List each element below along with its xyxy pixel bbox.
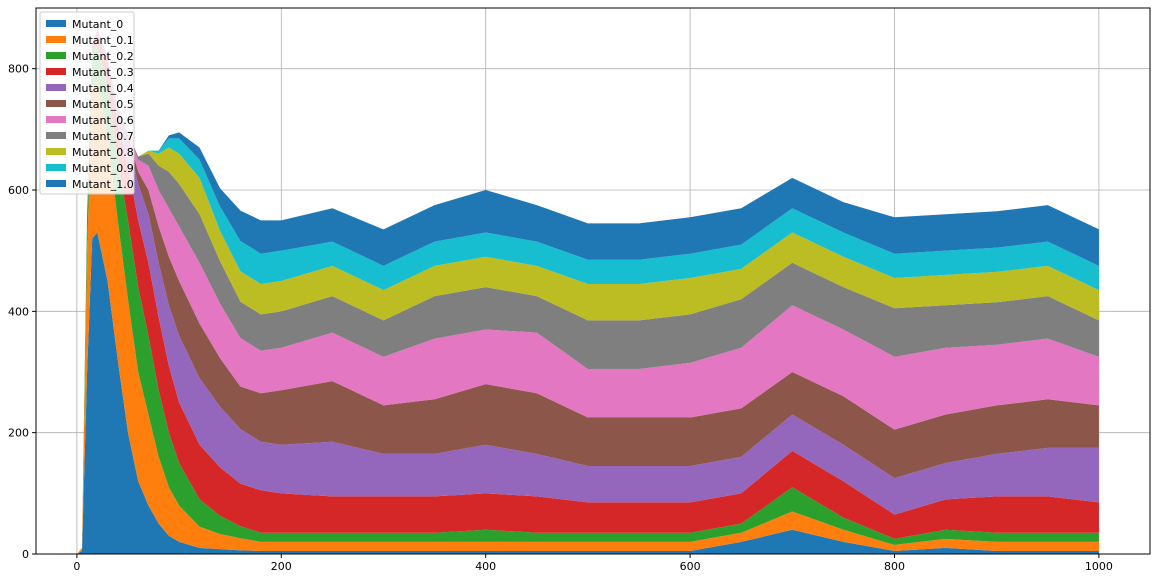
y-tick-label: 800 [8,63,29,76]
legend-swatch [46,84,66,91]
y-tick-label: 200 [8,427,29,440]
legend-label: Mutant_0.8 [72,146,134,159]
area-series [76,29,1099,555]
legend-label: Mutant_0.9 [72,162,134,175]
area-mutant-0-3 [76,32,1099,555]
area-mutant-0-5 [76,29,1099,554]
y-tick-label: 400 [8,305,29,318]
legend-swatch [46,36,66,43]
y-tick-label: 600 [8,184,29,197]
legend-label: Mutant_1.0 [72,178,134,191]
legend-swatch [46,148,66,155]
x-tick-label: 1000 [1085,560,1113,573]
y-tick-label: 0 [22,548,29,561]
legend-swatch [46,52,66,59]
legend-label: Mutant_0.4 [72,82,134,95]
legend-swatch [46,164,66,171]
axes-frame [35,7,1151,555]
x-tick-label: 0 [73,560,80,573]
area-mutant-0-2 [76,44,1099,555]
legend-label: Mutant_0 [72,18,123,31]
area-mutant-0-8 [76,29,1099,554]
x-tick-label: 400 [475,560,496,573]
legend-swatch [46,116,66,123]
legend-swatch [46,20,66,27]
legend-swatch [46,68,66,75]
area-mutant-0-1 [76,80,1099,555]
legend-swatch [46,180,66,187]
x-tick-label: 600 [680,560,701,573]
legend: Mutant_0 Mutant_0.1 Mutant_0.2 Mutant_0.3 Mu… [39,11,135,195]
axes: 0 200 400 600 800 1000 0 200 400 600 800 [8,7,1151,573]
legend-label: Mutant_0.1 [72,34,134,47]
legend-label: Mutant_0.2 [72,50,134,63]
x-tick-label: 800 [884,560,905,573]
legend-swatch [46,100,66,107]
legend-swatch [46,132,66,139]
legend-label: Mutant_0.5 [72,98,134,111]
legend-label: Mutant_0.7 [72,130,134,143]
legend-label: Mutant_0.6 [72,114,134,127]
x-tick-label: 200 [271,560,292,573]
legend-label: Mutant_0.3 [72,66,134,79]
